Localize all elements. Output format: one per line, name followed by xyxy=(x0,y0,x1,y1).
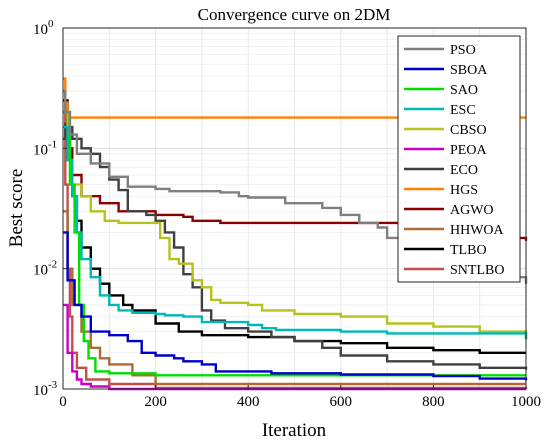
series-line-sao xyxy=(63,110,526,377)
x-tick-label: 1000 xyxy=(511,394,541,410)
legend-label: SAO xyxy=(450,83,478,98)
legend-label: SNTLBO xyxy=(450,263,504,278)
legend-label: HHWOA xyxy=(450,223,505,238)
legend-label: PEOA xyxy=(450,143,487,158)
legend-label: CBSO xyxy=(450,123,487,138)
legend-label: AGWO xyxy=(450,203,494,218)
x-tick-label: 800 xyxy=(422,394,445,410)
y-tick-label: 10-3 xyxy=(33,379,58,399)
series-line-cbso xyxy=(63,110,528,340)
legend-label: SBOA xyxy=(450,63,488,78)
x-tick-label: 200 xyxy=(144,394,167,410)
plot-frame xyxy=(62,27,527,390)
legend-label: ECO xyxy=(450,163,478,178)
y-axis-label: Best score xyxy=(6,169,27,248)
chart-title: Convergence curve on 2DM xyxy=(198,5,391,24)
legend-label: HGS xyxy=(450,183,478,198)
legend-label: ESC xyxy=(450,103,476,118)
legend: PSO SBOA SAO ESC CBSO PEOA ECO HGS AGWO HHWOA TLBO… xyxy=(397,35,521,283)
series-lines xyxy=(63,77,528,391)
legend-label: TLBO xyxy=(450,243,487,258)
legend-label: PSO xyxy=(450,43,476,58)
y-tick-label: 10-2 xyxy=(33,259,57,279)
series-line-peoa xyxy=(63,303,526,391)
x-ticks: 0 200 400 600 800 1000 xyxy=(59,385,541,410)
y-ticks: 100 10-1 10-2 10-3 xyxy=(33,18,67,399)
x-tick-label: 400 xyxy=(237,394,260,410)
legend-box xyxy=(397,35,521,283)
x-tick-label: 0 xyxy=(59,394,67,410)
y-tick-label: 10-1 xyxy=(33,138,57,158)
x-axis-label: Iteration xyxy=(262,420,327,441)
y-tick-label: 100 xyxy=(33,18,54,38)
series-line-sboa xyxy=(63,231,528,381)
series-line-hhwoa xyxy=(63,210,526,386)
x-tick-label: 600 xyxy=(330,394,353,410)
series-line-eco xyxy=(63,122,528,370)
